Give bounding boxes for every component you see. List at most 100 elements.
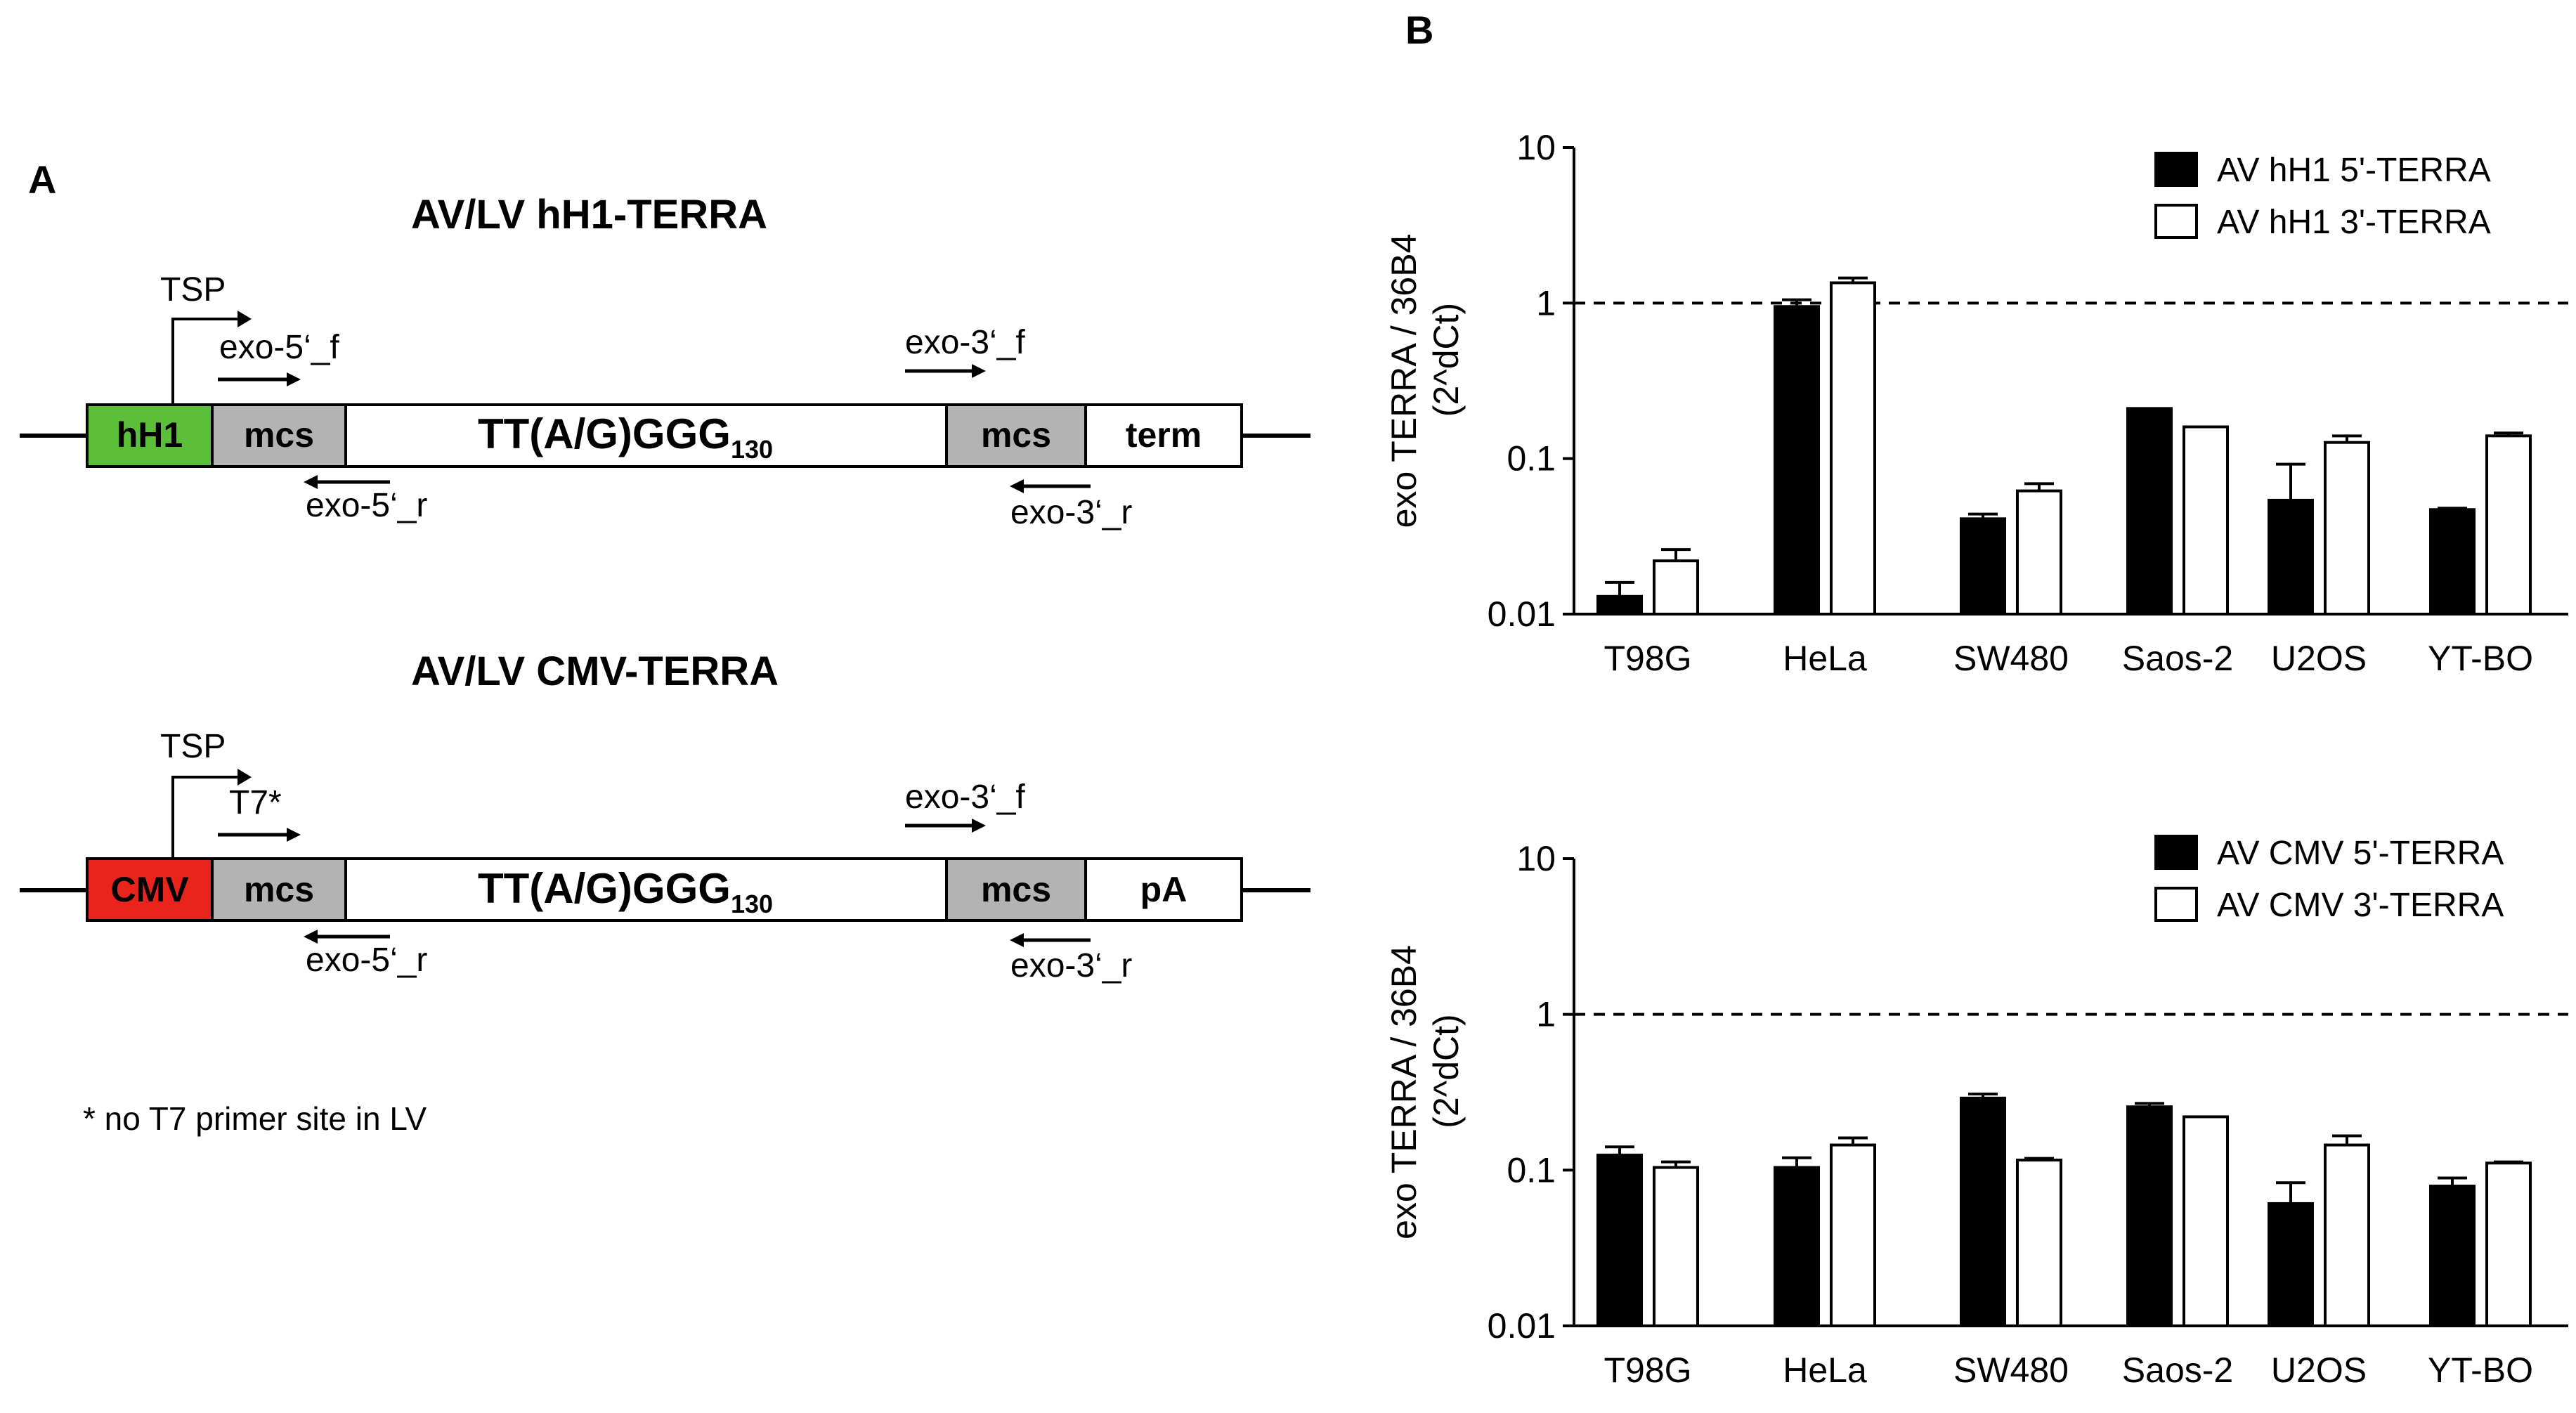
construct2-insert-box xyxy=(344,857,948,922)
y-tick-label: 10 xyxy=(1516,839,1556,878)
construct2-mcs1-box xyxy=(211,857,347,922)
y-tick-label: 0.01 xyxy=(1488,594,1556,634)
y-tick-label: 0.1 xyxy=(1507,1150,1556,1190)
y-axis-label-units: (2^dCt) xyxy=(1426,1014,1466,1128)
construct2-mcs2-box xyxy=(945,857,1087,922)
construct1-tsp-arrow xyxy=(171,318,239,405)
legend-label: AV hH1 3'-TERRA xyxy=(2217,204,2491,241)
panel-a-label: A xyxy=(28,157,56,202)
x-tick-label: SW480 xyxy=(1953,1350,2069,1390)
construct-hH1: AV/LV hH1-TERRA TSP hH1 mcs TT(A/G)GGG13… xyxy=(20,192,1310,531)
construct1-tsp-label: TSP xyxy=(160,271,226,308)
y-axis-label-units: (2^dCt) xyxy=(1426,303,1466,417)
bar xyxy=(2485,434,2532,616)
bar xyxy=(1774,1166,1820,1327)
y-tick-label: 0.01 xyxy=(1488,1306,1556,1346)
x-tick-label: U2OS xyxy=(2271,639,2367,678)
construct1-insert-label: TT(A/G)GGG130 xyxy=(478,410,773,464)
construct1-primer-r3-label: exo-3‘_r xyxy=(1010,494,1132,531)
construct2-primer-r3-label: exo-3‘_r xyxy=(1010,947,1132,984)
construct2-tsp-arrow xyxy=(171,776,239,859)
construct2-primer-r5-head xyxy=(304,930,318,944)
bar xyxy=(2126,407,2173,616)
construct2-primer-f3-label: exo-3‘_f xyxy=(905,779,1025,816)
legend-swatch xyxy=(2154,152,2198,187)
bar xyxy=(2183,1115,2229,1328)
construct1-mcs2-label: mcs xyxy=(981,415,1051,455)
construct2-primer-r5-label: exo-5‘_r xyxy=(306,942,427,979)
bar xyxy=(2016,489,2062,616)
bar xyxy=(2429,1185,2476,1327)
construct2-mcs2-label: mcs xyxy=(981,870,1051,909)
bar xyxy=(1960,517,2006,616)
construct1-title: AV/LV hH1-TERRA xyxy=(411,192,767,237)
bar xyxy=(1774,305,1820,616)
chart-hH1: 10 1 0.1 0.01 exo TERRA / 36B4 (2^dCt) T98G HeL… xyxy=(1384,128,2568,678)
construct2-pa-label: pA xyxy=(1140,870,1188,909)
legend-swatch xyxy=(2154,204,2198,239)
bar xyxy=(1596,594,1643,616)
construct2-primer-t7-head xyxy=(287,828,301,842)
x-tick-label: Saos-2 xyxy=(2122,1350,2233,1390)
bar xyxy=(1653,559,1699,616)
x-tick-label: YT-BO xyxy=(2428,1350,2533,1390)
construct1-mcs2-box xyxy=(945,403,1087,468)
construct1-primer-r5-head xyxy=(304,475,318,489)
bar xyxy=(2324,441,2370,616)
bar xyxy=(1830,1143,1876,1328)
x-tick-label: T98G xyxy=(1604,1350,1691,1390)
construct1-primer-r3-head xyxy=(1010,479,1024,493)
legend-label: AV CMV 5'-TERRA xyxy=(2217,835,2504,872)
bar xyxy=(2268,1202,2314,1328)
construct2-insert-label: TT(A/G)GGG130 xyxy=(478,865,773,918)
construct2-pa-box xyxy=(1084,857,1243,922)
construct2-tsp-label: TSP xyxy=(160,728,226,765)
construct1-primer-f3-head xyxy=(972,364,986,378)
construct1-primer-f5-label: exo-5‘_f xyxy=(219,329,339,366)
x-tick-label: YT-BO xyxy=(2428,639,2533,678)
construct1-primer-f5-head xyxy=(287,372,301,386)
construct2-promoter-box xyxy=(86,857,214,922)
construct-CMV: AV/LV CMV-TERRA TSP CMV mcs TT(A/G)GGG13… xyxy=(20,649,1310,984)
y-axis-label: exo TERRA / 36B4 xyxy=(1384,234,1424,528)
footnote: * no T7 primer site in LV xyxy=(83,1100,427,1137)
bar xyxy=(1653,1166,1699,1327)
bar xyxy=(2485,1161,2532,1327)
bar xyxy=(2324,1143,2370,1328)
panel-b-label: B xyxy=(1405,8,1433,52)
bar xyxy=(1830,281,1876,616)
legend-label: AV CMV 3'-TERRA xyxy=(2217,887,2504,924)
construct2-tsp-arrowhead xyxy=(238,769,252,786)
construct1-primer-r5-label: exo-5‘_r xyxy=(306,487,427,524)
x-tick-label: U2OS xyxy=(2271,1350,2367,1390)
construct1-tsp-arrowhead xyxy=(238,311,252,327)
bar xyxy=(1596,1153,1643,1327)
bar xyxy=(2126,1105,2173,1327)
construct1-promoter-label: hH1 xyxy=(117,415,183,455)
x-tick-label: Saos-2 xyxy=(2122,639,2233,678)
x-tick-label: HeLa xyxy=(1783,1350,1867,1390)
legend-label: AV hH1 5'-TERRA xyxy=(2217,152,2491,189)
y-tick-label: 1 xyxy=(1536,995,1556,1034)
y-tick-label: 10 xyxy=(1516,128,1556,167)
construct2-primer-t7-label: T7* xyxy=(229,784,282,821)
bar xyxy=(2016,1159,2062,1328)
legend-swatch xyxy=(2154,835,2198,870)
construct1-term-box xyxy=(1084,403,1243,468)
construct1-primer-f3-label: exo-3‘_f xyxy=(905,324,1025,361)
construct2-primer-f3-head xyxy=(972,819,986,833)
chart-CMV: 10 1 0.1 0.01 exo TERRA / 36B4 (2^dCt) T98G HeL… xyxy=(1384,835,2568,1390)
x-tick-label: HeLa xyxy=(1783,639,1867,678)
construct1-insert-box xyxy=(344,403,948,468)
x-tick-label: SW480 xyxy=(1953,639,2069,678)
legend-swatch xyxy=(2154,887,2198,922)
y-axis-label: exo TERRA / 36B4 xyxy=(1384,945,1424,1239)
construct2-mcs1-label: mcs xyxy=(244,870,314,909)
construct2-primer-r3-head xyxy=(1010,933,1024,947)
construct2-promoter-label: CMV xyxy=(110,870,189,909)
x-tick-label: T98G xyxy=(1604,639,1691,678)
bar xyxy=(2429,508,2476,616)
bar xyxy=(1960,1096,2006,1327)
bar xyxy=(2183,425,2229,616)
